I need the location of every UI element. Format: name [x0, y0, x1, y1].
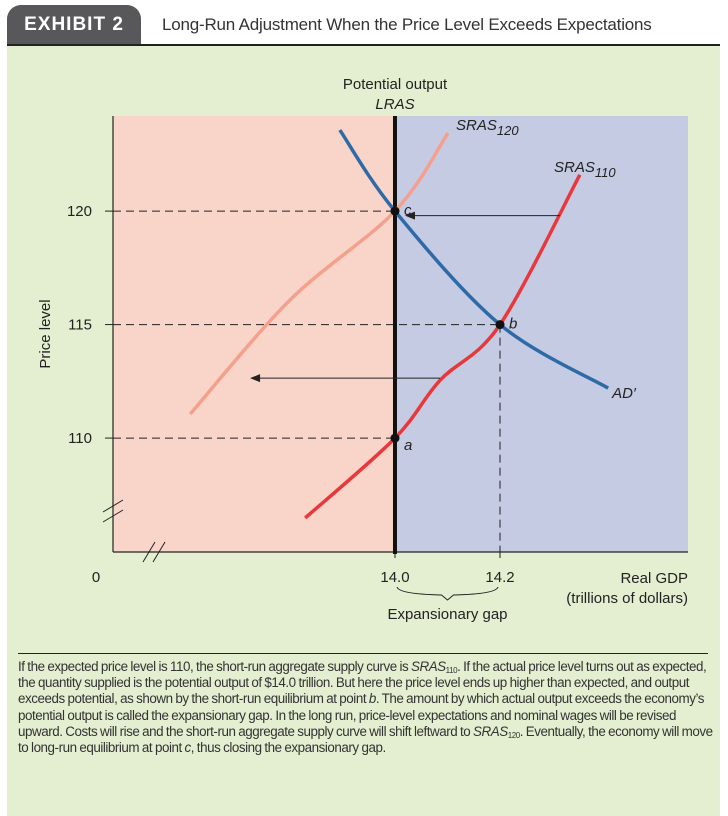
point-label: c — [404, 202, 412, 219]
lras-label: LRAS — [375, 96, 414, 113]
curve-sras-110 — [304, 173, 582, 520]
caption-sub: 120 — [507, 730, 520, 740]
equilibrium-point-a — [390, 433, 400, 443]
gap-brace-icon — [396, 586, 499, 601]
x-axis-break-icon — [142, 541, 166, 563]
arrowhead-icon — [404, 211, 415, 220]
exhibit-title: Long-Run Adjustment When the Price Level… — [162, 15, 652, 34]
y-axis-label: Price level — [37, 299, 54, 368]
origin-label: 0 — [92, 569, 100, 586]
curve-label: SRAS110 — [554, 159, 616, 180]
caption-rule — [18, 653, 708, 654]
x-tick-label: 14.0 — [380, 569, 409, 586]
caption-point: b — [368, 691, 376, 707]
caption-text: . Eventually, the economy will move to l… — [18, 723, 713, 756]
header-rule — [7, 44, 720, 46]
curve-ad — [338, 129, 610, 390]
arrowhead-icon — [250, 374, 261, 383]
curve-label-sub: 120 — [497, 123, 519, 138]
caption-text: , thus closing the expansionary gap. — [190, 740, 386, 756]
caption-sras: SRAS — [411, 659, 446, 674]
lras-label-top: Potential output — [343, 76, 448, 93]
caption-sub: 110 — [445, 666, 458, 675]
caption-text: . The amount by which actual output exce… — [18, 691, 705, 739]
curve-sras-120 — [188, 132, 450, 416]
caption-text: If the expected price level is 110, the … — [18, 659, 411, 674]
equilibrium-point-b — [495, 320, 505, 330]
y-tick-label: 110 — [68, 430, 92, 447]
curve-label-sub: 110 — [595, 165, 616, 180]
point-label: a — [404, 437, 412, 454]
equilibrium-point-c — [390, 206, 400, 216]
x-axis-label: (trillions of dollars) — [566, 590, 688, 607]
exhibit-tab: EXHIBIT 2 — [7, 5, 141, 45]
chart: 0 110 115 120 14.0 14.2 Real GDP (trillions of … — [37, 76, 688, 623]
y-tick-label: 120 — [67, 203, 92, 220]
curve-label: SRAS120 — [456, 117, 519, 138]
caption-point: c — [184, 740, 192, 756]
region-1 — [394, 116, 688, 552]
region-0 — [113, 116, 395, 552]
x-tick-label: 14.2 — [485, 569, 514, 586]
curve-label: AD′ — [611, 385, 637, 402]
y-tick-label: 115 — [68, 317, 92, 334]
expansionary-gap-label: Expansionary gap — [387, 606, 507, 623]
caption: If the expected price level is 110, the … — [18, 659, 718, 756]
point-label: b — [509, 316, 517, 333]
caption-sras: SRAS — [473, 723, 508, 739]
y-axis-break-icon — [102, 499, 124, 523]
caption-text: . If the actual price level turns out as… — [18, 659, 707, 707]
x-axis-label: Real GDP — [620, 570, 688, 587]
